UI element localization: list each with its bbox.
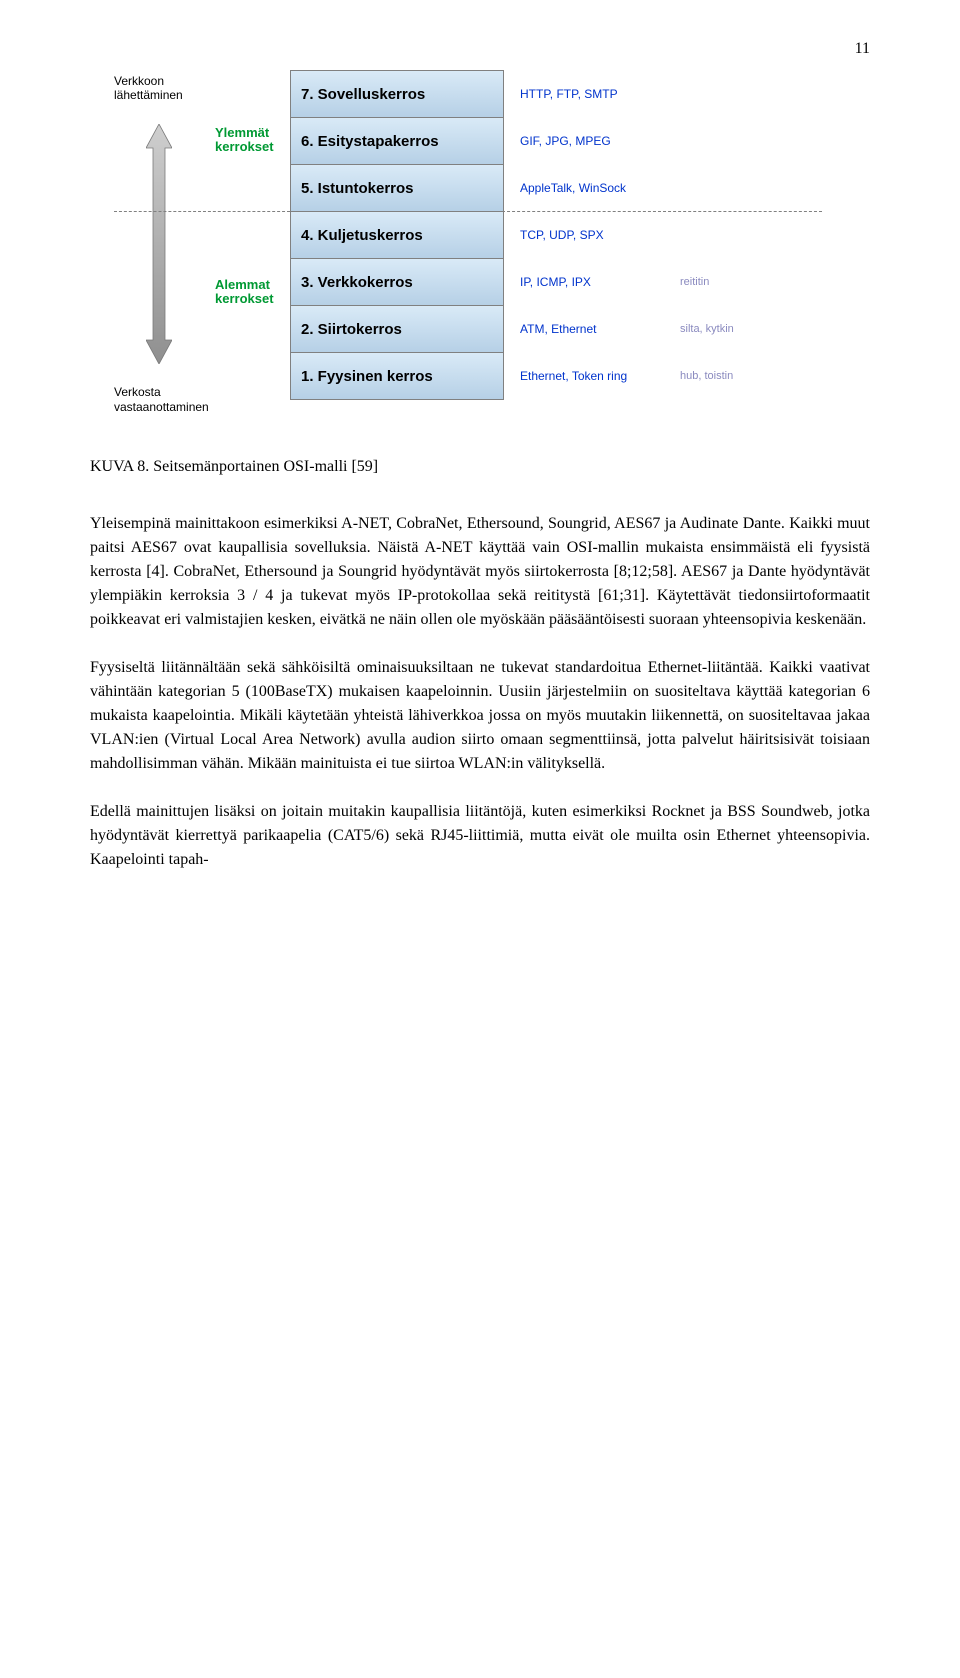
divider-left (114, 211, 290, 212)
paragraph-2: Fyysiseltä liitännältään sekä sähköisilt… (90, 656, 870, 776)
protocol-cell: HTTP, FTP, SMTP (512, 70, 672, 117)
device-cell: hub, toistin (680, 352, 800, 399)
device-cell (680, 211, 800, 258)
protocol-cell: Ethernet, Token ring (512, 352, 672, 399)
layer-row: 5. Istuntokerros (291, 165, 503, 212)
device-cell (680, 70, 800, 117)
device-cell (680, 164, 800, 211)
paragraph-1: Yleisempinä mainittakoon esimerkiksi A-N… (90, 512, 870, 632)
paragraph-3: Edellä mainittujen lisäksi on joitain mu… (90, 800, 870, 872)
layer-row: 6. Esitystapakerros (291, 118, 503, 165)
device-cell: silta, kytkin (680, 305, 800, 352)
figure-caption: KUVA 8. Seitsemänportainen OSI-malli [59… (90, 458, 870, 476)
protocol-cell: IP, ICMP, IPX (512, 258, 672, 305)
device-cell (680, 117, 800, 164)
divider-right (502, 211, 822, 212)
layer-row: 1. Fyysinen kerros (291, 353, 503, 399)
layer-row: 7. Sovelluskerros (291, 71, 503, 118)
arrow-label-top: Verkkoonlähettäminen (114, 74, 214, 103)
arrow-column: Verkkoonlähettäminen Verkostavastaanotta… (114, 74, 214, 414)
protocol-cell: ATM, Ethernet (512, 305, 672, 352)
protocol-cell: GIF, JPG, MPEG (512, 117, 672, 164)
layer-row: 4. Kuljetuskerros (291, 212, 503, 259)
arrow-label-bottom: Verkostavastaanottaminen (114, 385, 209, 414)
protocol-cell: TCP, UDP, SPX (512, 211, 672, 258)
group-labels: Ylemmätkerrokset Alemmatkerrokset (215, 60, 287, 400)
layer-row: 2. Siirtokerros (291, 306, 503, 353)
device-cell: reititin (680, 258, 800, 305)
double-arrow-icon (146, 124, 172, 364)
group-upper: Ylemmätkerrokset (215, 126, 274, 155)
layer-row: 3. Verkkokerros (291, 259, 503, 306)
device-column: reititinsilta, kytkinhub, toistin (680, 70, 800, 399)
layer-table: 7. Sovelluskerros6. Esitystapakerros5. I… (290, 70, 504, 400)
group-lower: Alemmatkerrokset (215, 278, 274, 307)
osi-diagram: Verkkoonlähettäminen Verkostavastaanotta… (110, 60, 850, 420)
protocol-cell: AppleTalk, WinSock (512, 164, 672, 211)
protocol-column: HTTP, FTP, SMTPGIF, JPG, MPEGAppleTalk, … (512, 70, 672, 399)
page-number: 11 (855, 40, 870, 58)
